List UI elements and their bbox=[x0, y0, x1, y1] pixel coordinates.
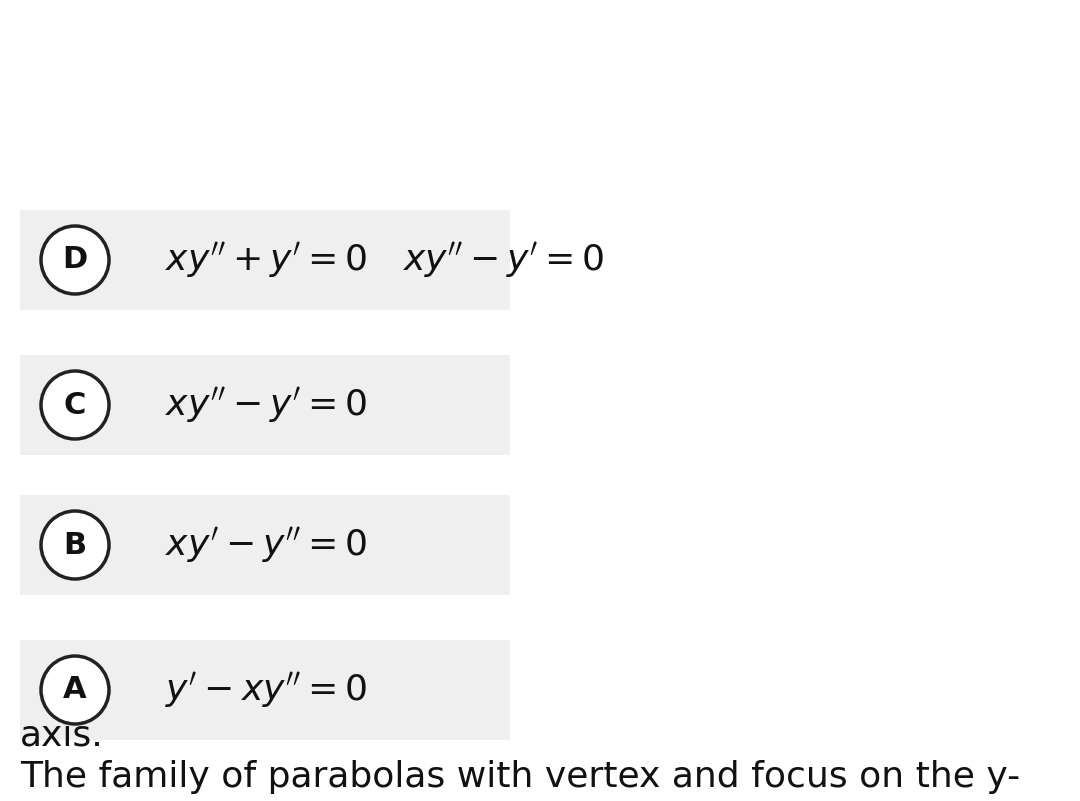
Circle shape bbox=[41, 371, 109, 439]
Bar bbox=[21, 495, 510, 595]
Text: $xy' - y'' = 0$: $xy' - y'' = 0$ bbox=[165, 525, 367, 565]
Text: $xy'' - y' = 0$: $xy'' - y' = 0$ bbox=[165, 385, 367, 425]
Circle shape bbox=[41, 656, 109, 724]
Text: B: B bbox=[64, 530, 86, 560]
Text: axis.: axis. bbox=[21, 718, 104, 752]
Bar bbox=[21, 640, 510, 740]
Text: $xy'' + y' = 0 \quad xy'' - y' = 0$: $xy'' + y' = 0 \quad xy'' - y' = 0$ bbox=[165, 240, 605, 280]
Text: $y' - xy'' = 0$: $y' - xy'' = 0$ bbox=[165, 670, 367, 710]
Bar bbox=[21, 210, 510, 310]
Text: The family of parabolas with vertex and focus on the y-: The family of parabolas with vertex and … bbox=[21, 760, 1021, 794]
Text: C: C bbox=[64, 391, 86, 420]
Circle shape bbox=[41, 511, 109, 579]
Text: D: D bbox=[63, 245, 87, 275]
Text: A: A bbox=[64, 675, 86, 705]
Circle shape bbox=[41, 226, 109, 294]
Bar bbox=[21, 355, 510, 455]
